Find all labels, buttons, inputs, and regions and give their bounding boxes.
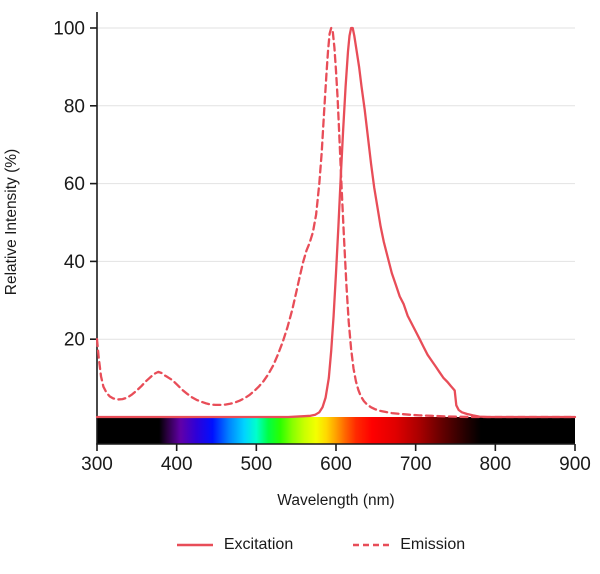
emission-line-sample-icon [353,543,390,547]
x-tick-label: 400 [161,454,193,475]
legend-item-excitation: Excitation [175,536,293,554]
y-tick-label: 80 [64,96,85,117]
series-curve-emission [95,26,577,419]
legend-label-emission: Emission [400,536,466,553]
y-tick-label: 100 [53,19,85,40]
legend-item-emission: Emission [351,536,465,554]
legend-label-excitation: Excitation [223,536,294,553]
x-tick-label: 800 [479,454,511,475]
x-axis-title: Wavelength (nm) [277,492,395,509]
x-tick-label: 600 [320,454,352,475]
x-tick-label: 900 [559,454,591,475]
chart-canvas: Relative Intensity (%) 20 40 60 80 100 300 400… [3,12,591,475]
y-axis-title: Relative Intensity (%) [3,149,20,295]
y-tick-label: 40 [64,252,85,273]
y-tick-label: 20 [64,330,85,351]
series-curve-excitation [95,26,577,419]
x-tick-label: 700 [400,454,432,475]
x-tick-label: 300 [81,454,113,475]
x-tick-label: 500 [240,454,272,475]
legend: Excitation Emission [20,536,600,554]
excitation-line-sample-icon [176,543,213,547]
y-tick-label: 60 [64,174,85,195]
spectrum-colorbar [97,417,575,444]
